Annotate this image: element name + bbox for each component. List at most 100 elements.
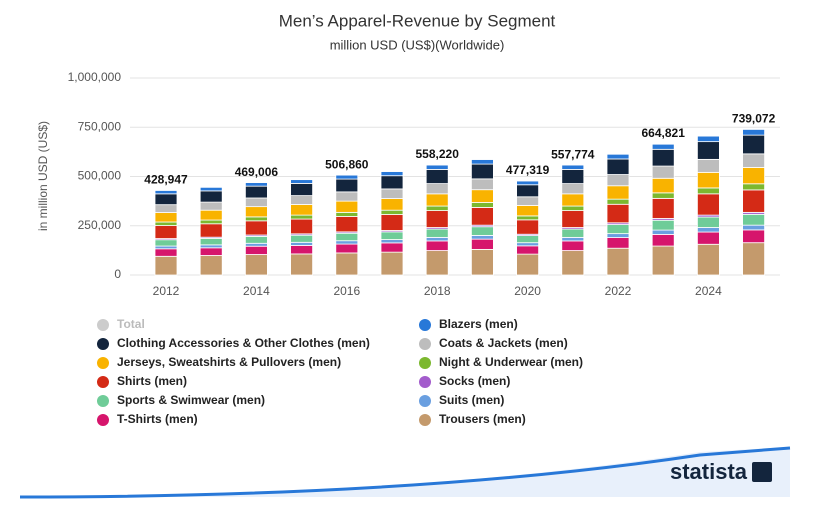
bar-segment xyxy=(651,245,675,276)
footer-wave xyxy=(20,447,790,497)
x-tick-label: 2024 xyxy=(695,284,722,298)
total-label: 469,006 xyxy=(235,165,279,179)
bar-segment xyxy=(561,183,585,195)
bar-segment xyxy=(199,201,223,211)
bar-segment xyxy=(335,243,359,254)
bar-segment xyxy=(651,197,675,219)
bar-segment xyxy=(561,193,585,207)
bar-segment xyxy=(425,210,449,228)
bar-segment xyxy=(380,171,404,177)
bar-segment xyxy=(290,245,314,255)
y-tick-label: 1,000,000 xyxy=(68,70,122,84)
bar-segment xyxy=(606,198,630,205)
bar-segment xyxy=(606,158,630,175)
bar-segment xyxy=(516,196,539,206)
bar-segment xyxy=(516,219,539,235)
bar-segment xyxy=(244,254,268,276)
legend-swatch xyxy=(419,376,431,388)
bar-segment xyxy=(425,205,449,211)
bar-segment xyxy=(516,205,539,217)
bar-segment xyxy=(335,174,359,180)
bar-segment xyxy=(697,141,720,160)
bar-segment xyxy=(290,234,314,243)
bar-segment xyxy=(425,250,449,276)
y-tick-label: 500,000 xyxy=(78,169,122,183)
bar-segment xyxy=(425,236,449,242)
bar-segment xyxy=(470,202,494,208)
bar-segment xyxy=(561,164,585,170)
bar-segment xyxy=(425,228,449,238)
bar-segment xyxy=(290,253,314,276)
bar-segment xyxy=(380,242,404,253)
legend-label: Clothing Accessories & Other Clothes (me… xyxy=(117,336,370,350)
bar-segment xyxy=(470,238,494,250)
legend-label: Total xyxy=(117,317,145,331)
y-tick-label: 0 xyxy=(114,267,121,281)
bar-segment xyxy=(606,233,630,238)
bar-segment xyxy=(380,198,404,211)
bar-segment xyxy=(244,235,268,244)
legend-swatch xyxy=(97,357,109,369)
bar-segment xyxy=(651,165,675,179)
bar-segment xyxy=(561,228,585,238)
bar-segment xyxy=(425,193,449,207)
legend-swatch xyxy=(97,338,109,350)
bar-segment xyxy=(244,182,268,187)
bar-segment xyxy=(742,134,765,155)
bar-segment xyxy=(154,193,178,206)
legend-swatch xyxy=(419,357,431,369)
bar-segment xyxy=(561,210,585,228)
bar-segment xyxy=(742,153,765,168)
bar-segment xyxy=(335,200,359,213)
bar-segment xyxy=(606,247,630,276)
bar-segment xyxy=(244,242,268,247)
chart-subtitle: million USD (US$)(Worldwide) xyxy=(330,37,505,52)
bar-segment xyxy=(199,255,223,276)
bar-segment xyxy=(516,184,539,198)
bar-segment xyxy=(651,234,675,247)
y-axis-label: in million USD (US$) xyxy=(36,121,50,231)
bar-segment xyxy=(470,189,494,203)
bar-segment xyxy=(425,240,449,251)
legend-label: Sports & Swimwear (men) xyxy=(117,393,265,407)
bar-segment xyxy=(470,226,494,236)
bar-segment xyxy=(380,251,404,276)
legend-label: Shirts (men) xyxy=(117,374,187,388)
bar-segment xyxy=(244,185,268,199)
bar-segment xyxy=(606,153,630,160)
bar-segment xyxy=(742,242,765,276)
bar-segment xyxy=(516,180,539,186)
bar-segment xyxy=(154,245,178,250)
legend-label: T-Shirts (men) xyxy=(117,412,198,426)
bar-segment xyxy=(651,192,675,199)
bar-segment xyxy=(651,229,675,235)
bar-segment xyxy=(651,148,675,167)
bar-segment xyxy=(154,248,178,257)
legend-label: Jerseys, Sweatshirts & Pullovers (men) xyxy=(117,355,341,369)
bar-segment xyxy=(516,215,539,221)
bar-segment xyxy=(742,189,765,213)
bar-segment xyxy=(697,171,720,189)
bar-segment xyxy=(335,178,359,193)
total-label: 558,220 xyxy=(416,147,460,161)
bar-segment xyxy=(154,221,178,226)
bar-segment xyxy=(606,203,630,224)
bar-segment xyxy=(199,247,223,256)
bar-segment xyxy=(697,135,720,143)
bar-segment xyxy=(290,241,314,246)
bar-segment xyxy=(697,216,720,228)
bar-segment xyxy=(742,129,765,136)
bar-segment xyxy=(651,177,675,194)
bar-segment xyxy=(335,191,359,202)
legend-swatch xyxy=(97,395,109,407)
x-tick-label: 2012 xyxy=(153,284,180,298)
bar-segment xyxy=(606,224,630,235)
bar-segment xyxy=(470,163,494,180)
bar-segment xyxy=(154,255,178,276)
bar-segment xyxy=(154,225,178,239)
bar-segment xyxy=(380,209,404,215)
chart-title: Men’s Apparel-Revenue by Segment xyxy=(279,11,556,30)
bar-segment xyxy=(561,240,585,251)
bar-segment xyxy=(380,214,404,231)
